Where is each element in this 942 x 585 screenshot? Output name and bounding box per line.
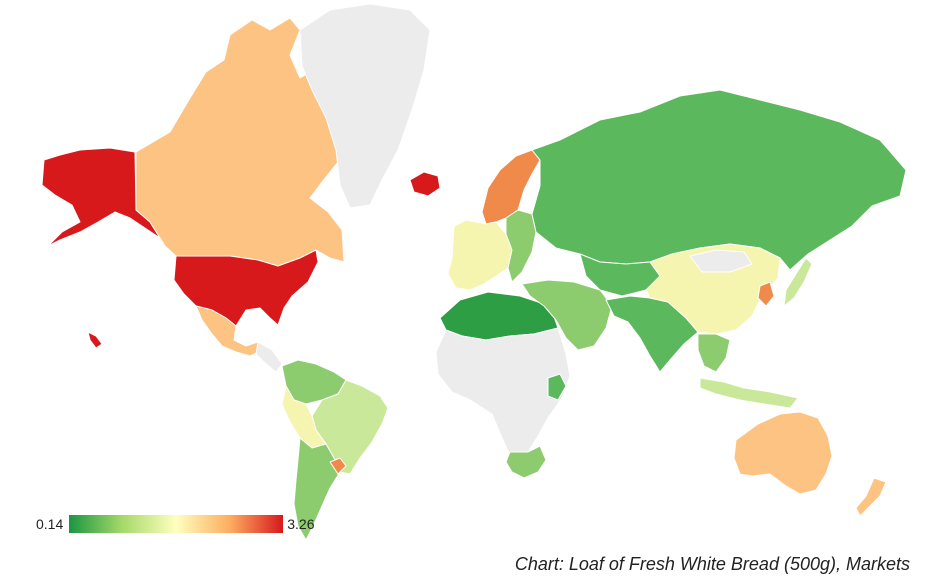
region-hawaii: [87, 331, 103, 349]
legend-min-label: 0.14: [36, 516, 64, 532]
region-korea: [757, 281, 775, 307]
region-western-europe: [447, 219, 513, 291]
color-legend: 0.14 3.26: [36, 512, 315, 536]
legend-max-label: 3.26: [287, 516, 315, 532]
region-chile-argentina: [293, 437, 341, 541]
region-iceland: [409, 171, 441, 197]
region-indonesia: [699, 377, 799, 409]
region-australia: [733, 411, 833, 495]
region-kenya: [547, 373, 567, 401]
region-mongolia: [689, 249, 753, 273]
region-middle-east: [521, 279, 613, 351]
region-greenland: [299, 3, 431, 209]
chart-caption: Chart: Loaf of Fresh White Bread (500g),…: [514, 554, 910, 574]
region-central-america: [255, 341, 283, 373]
region-russia: [531, 89, 907, 271]
legend-gradient-bar: [69, 515, 284, 533]
region-africa: [435, 327, 571, 461]
region-scandinavia: [481, 149, 541, 225]
region-japan: [783, 257, 813, 307]
region-usa: [173, 249, 319, 327]
region-southeast-asia: [697, 333, 731, 373]
region-new-zealand: [855, 477, 887, 517]
region-uruguay: [329, 457, 347, 475]
region-eastern-europe: [505, 209, 537, 283]
region-alaska: [41, 147, 161, 247]
region-south-africa: [505, 445, 547, 479]
